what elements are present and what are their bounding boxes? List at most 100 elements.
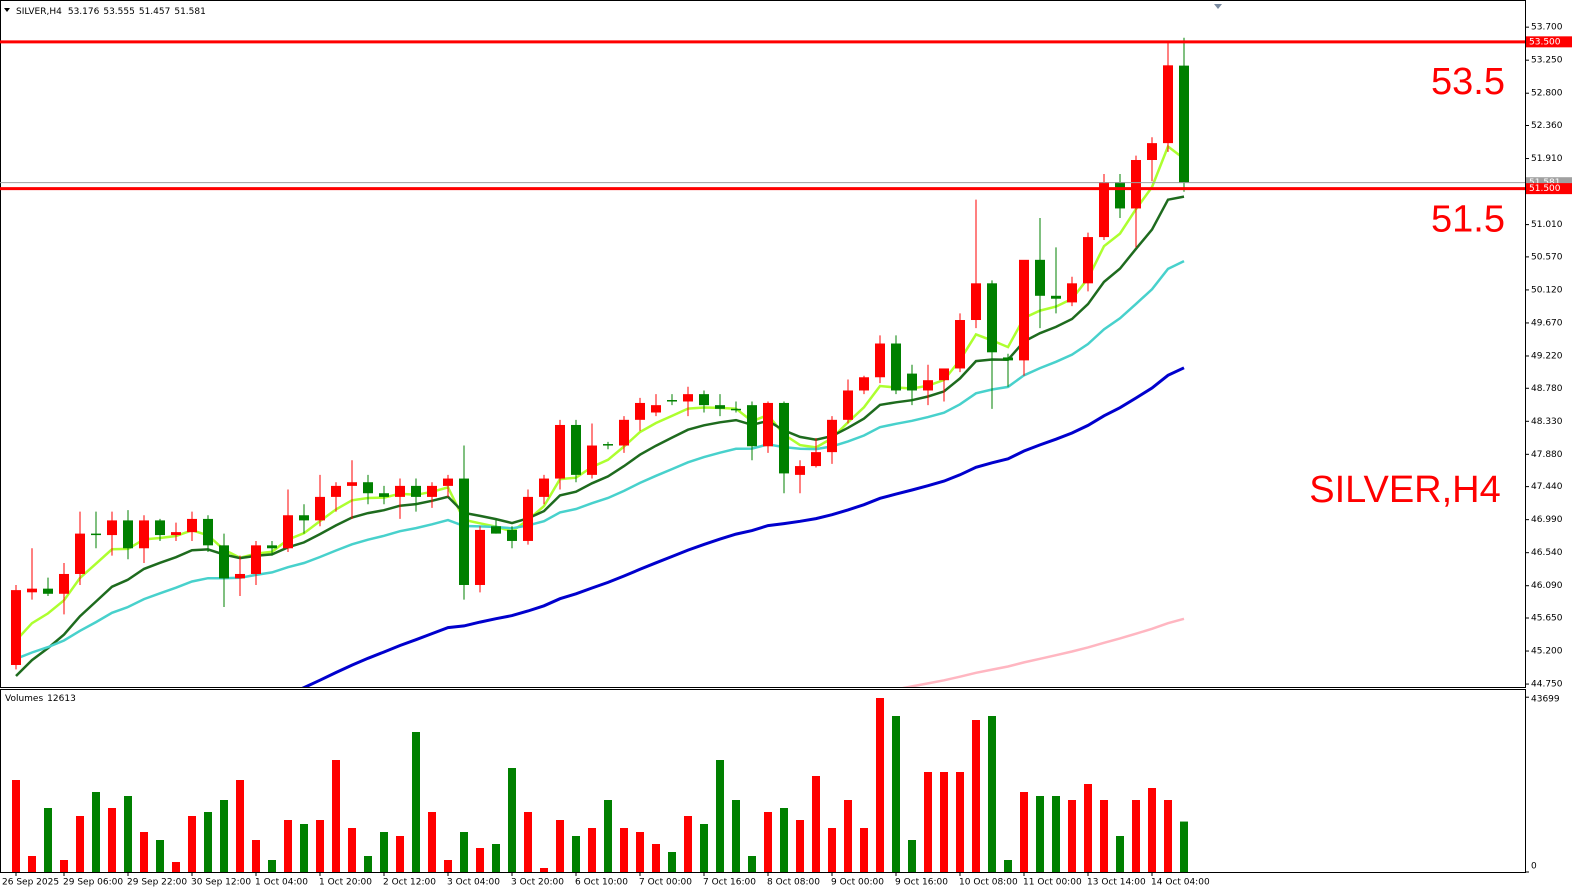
volume-bar	[1036, 796, 1044, 872]
volume-bar	[204, 812, 212, 872]
x-tick-label: 10 Oct 08:00	[959, 878, 1018, 888]
x-tick-label: 9 Oct 00:00	[831, 878, 884, 888]
volume-bar	[300, 824, 308, 872]
volume-bar	[988, 716, 996, 872]
y-tick-label: 51.910	[1531, 154, 1563, 164]
volume-bar	[556, 820, 564, 872]
candle-body	[1051, 295, 1061, 299]
candle-body	[971, 283, 981, 321]
candle-body	[587, 445, 597, 475]
volume-bar	[796, 820, 804, 872]
candle-body	[619, 419, 629, 446]
volume-bar	[700, 824, 708, 872]
volume-bar	[332, 760, 340, 872]
candle-body	[427, 485, 437, 497]
high-value: 53.555	[103, 7, 135, 17]
x-tick-label: 8 Oct 08:00	[767, 878, 820, 888]
y-tick-label: 47.440	[1531, 482, 1563, 492]
level-label: 51.500	[1529, 184, 1561, 194]
candle-body	[363, 482, 373, 494]
candle-body	[1147, 143, 1157, 161]
volume-bar	[108, 808, 116, 872]
plot	[11, 37, 1189, 687]
volume-bar	[364, 856, 372, 872]
candle-body	[443, 478, 453, 486]
volume-bar	[140, 832, 148, 872]
moving-average	[902, 617, 1185, 687]
candle-body	[891, 343, 901, 391]
chart-header: SILVER,H4 53.176 53.555 51.457 51.581	[16, 7, 206, 17]
candle-body	[811, 452, 821, 467]
candle-body	[555, 424, 565, 479]
volume-bar	[540, 868, 548, 872]
volume-bar	[588, 828, 596, 872]
volume-bar	[1132, 800, 1140, 872]
candle-body	[43, 588, 53, 594]
candle-body	[315, 496, 325, 521]
candle-body	[827, 419, 837, 453]
volume-bar	[956, 772, 964, 872]
x-tick-label: 3 Oct 04:00	[447, 878, 500, 888]
volume-bar	[876, 698, 884, 872]
candle-body	[27, 588, 37, 593]
volume-value: 12613	[47, 694, 76, 704]
candle-body	[107, 520, 117, 536]
volume-bar	[188, 816, 196, 872]
candle-body	[139, 520, 149, 549]
candle-body	[155, 520, 165, 536]
candle-body	[795, 466, 805, 475]
candle-body	[59, 573, 69, 594]
y-tick-label: 46.090	[1531, 581, 1563, 591]
candle-body	[763, 402, 773, 447]
volume-bar	[940, 772, 948, 872]
volume-title: Volumes	[5, 694, 43, 704]
y-tick-label: 50.570	[1531, 252, 1563, 262]
volume-bar	[1004, 860, 1012, 872]
symbol-annotation: SILVER,H4	[1309, 469, 1500, 511]
volume-bar	[476, 848, 484, 872]
y-tick-label: 53.700	[1531, 23, 1563, 33]
candle-body	[491, 526, 501, 534]
candle-body	[379, 493, 389, 497]
candle-body	[171, 532, 181, 536]
candle-body	[507, 529, 517, 541]
volume-bar	[668, 852, 676, 872]
y-tick-label: 52.800	[1531, 89, 1563, 99]
x-tick-label: 1 Oct 04:00	[255, 878, 308, 888]
volume-tick-label: 0	[1531, 862, 1537, 872]
candle-body	[75, 533, 85, 574]
close-value: 51.581	[174, 7, 206, 17]
x-tick-label: 13 Oct 14:00	[1087, 878, 1146, 888]
x-tick-label: 7 Oct 16:00	[703, 878, 756, 888]
candle-body	[635, 402, 645, 420]
volume-bar	[1020, 792, 1028, 872]
x-tick-label: 7 Oct 00:00	[639, 878, 692, 888]
symbol: SILVER,H4	[16, 7, 62, 17]
y-tick-label: 46.990	[1531, 515, 1563, 525]
candle-body	[235, 573, 245, 579]
volume-bar	[1100, 800, 1108, 872]
candle-body	[1067, 283, 1077, 303]
candle-body	[1163, 65, 1173, 144]
candle-body	[267, 545, 277, 549]
volume-bar	[76, 816, 84, 872]
volume-bar	[604, 800, 612, 872]
candle-body	[731, 408, 741, 411]
volume-bar	[732, 800, 740, 872]
volume-bar	[1180, 821, 1188, 872]
volume-bar	[844, 800, 852, 872]
volume-bar	[908, 840, 916, 872]
candle-body	[1179, 65, 1189, 183]
low-value: 51.457	[139, 7, 171, 17]
x-tick-label: 3 Oct 20:00	[511, 878, 564, 888]
volume-bar	[620, 828, 628, 872]
candle-body	[1003, 357, 1013, 361]
candle-body	[955, 320, 965, 369]
x-tick-label: 6 Oct 10:00	[575, 878, 628, 888]
candle-body	[571, 424, 581, 475]
candle-body	[843, 390, 853, 420]
y-tick-label: 53.250	[1531, 56, 1563, 66]
volume-bar	[812, 776, 820, 872]
x-tick-label: 14 Oct 04:00	[1151, 878, 1210, 888]
volume-bar	[12, 780, 20, 872]
